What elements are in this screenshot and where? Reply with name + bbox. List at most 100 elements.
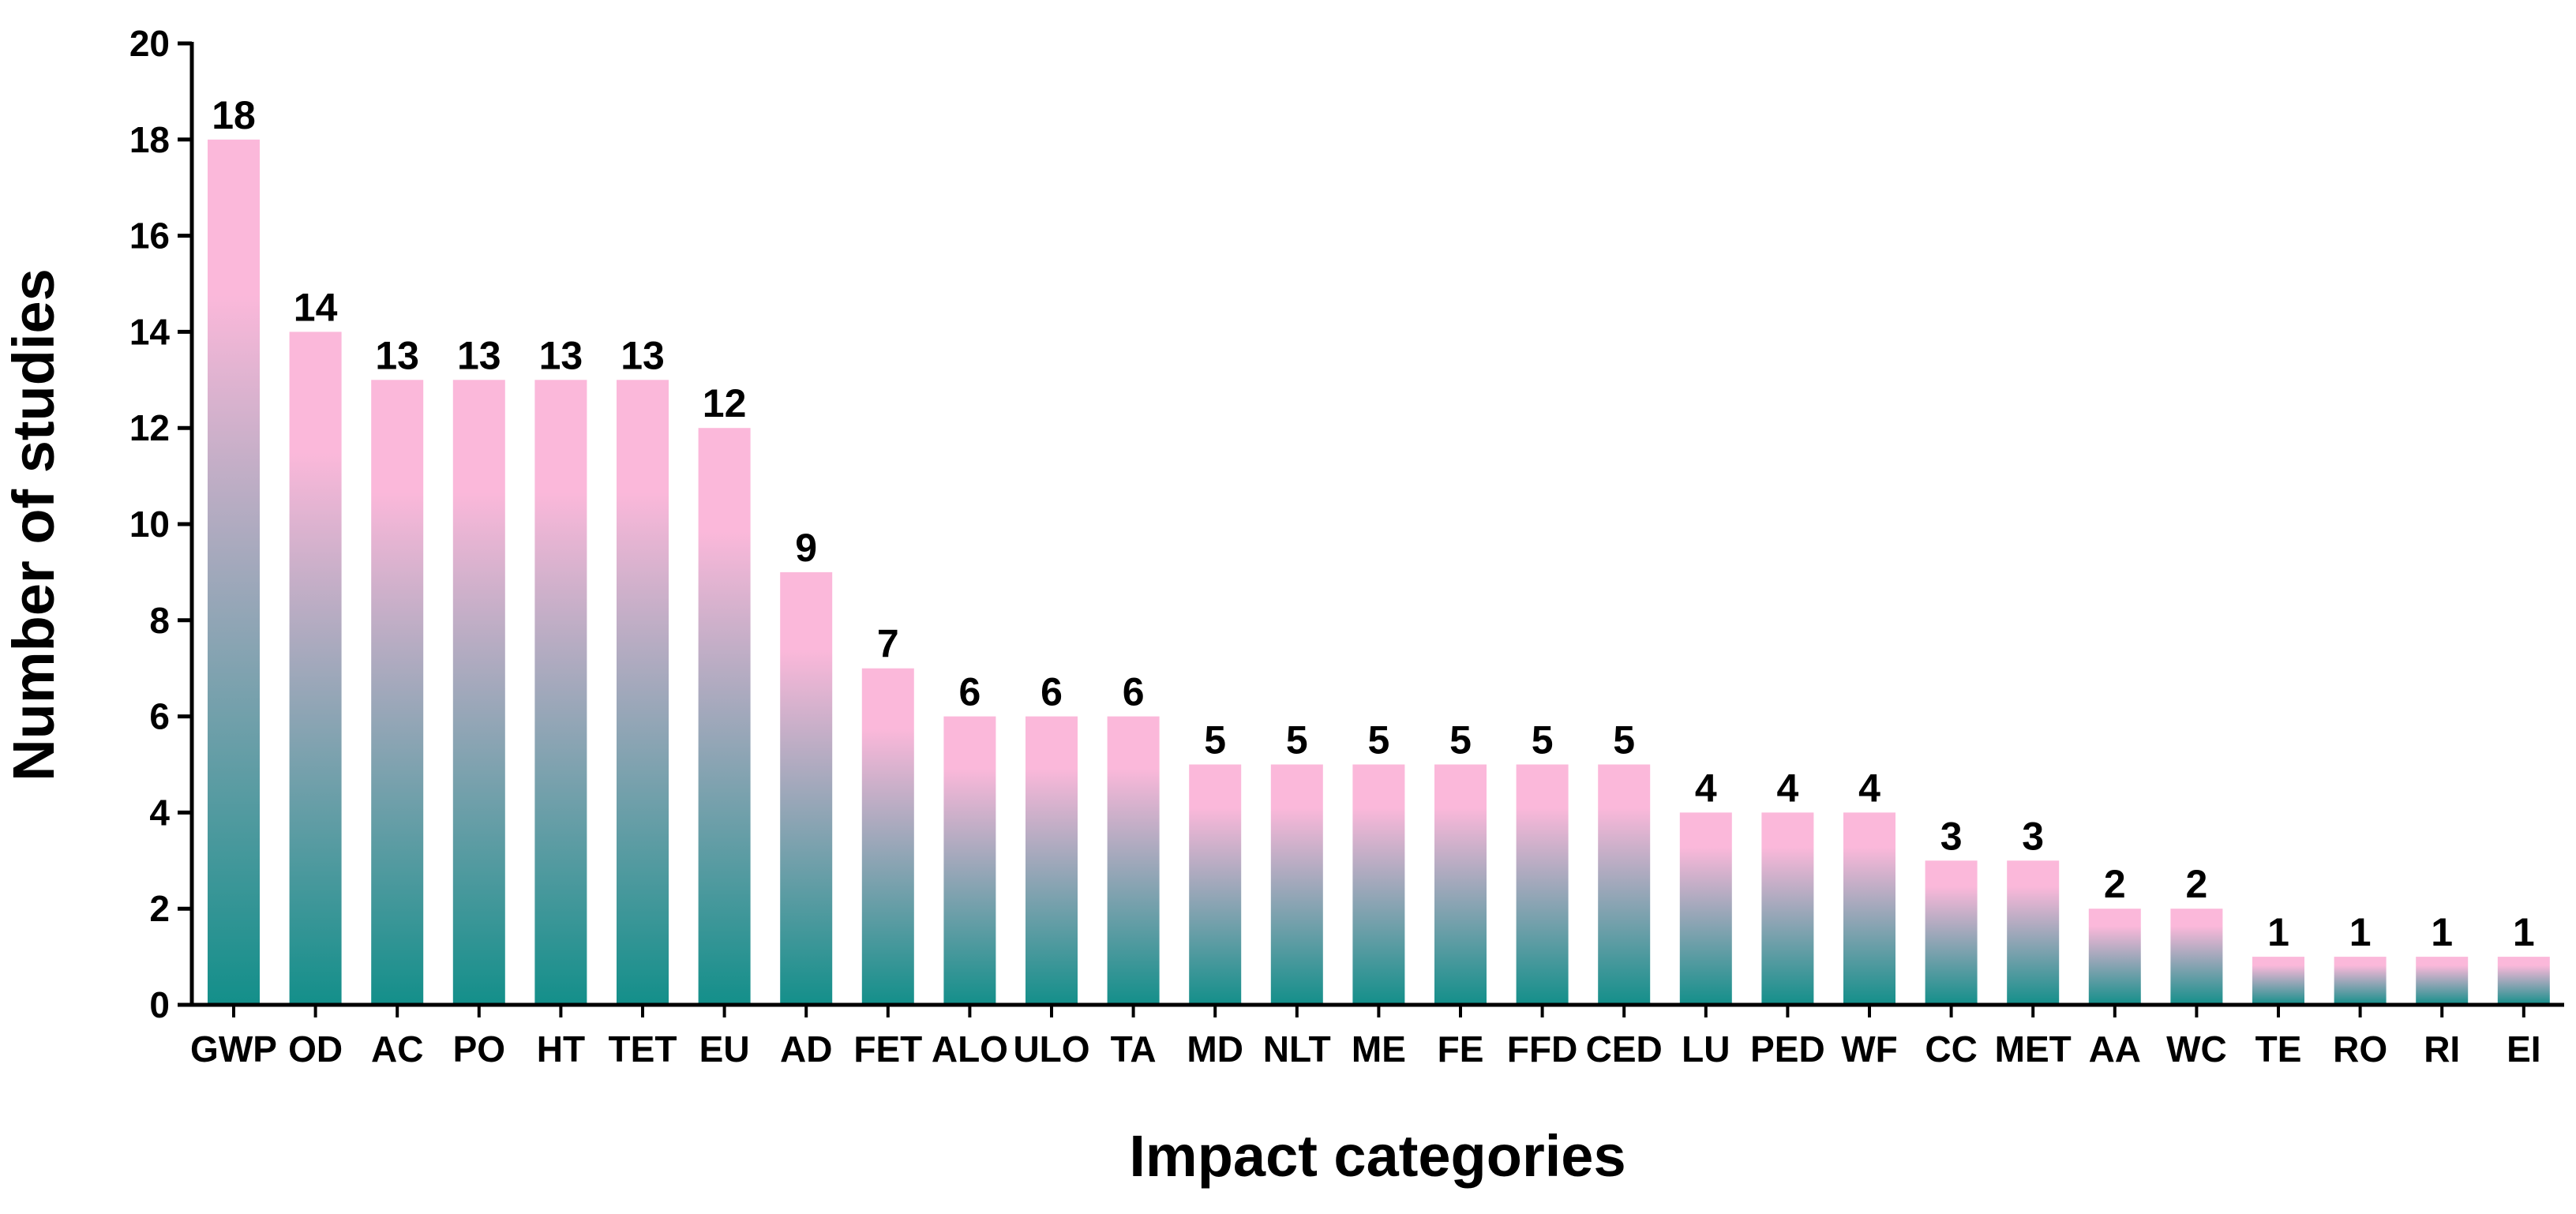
bars-layer: 18 14 13 13 13 13 12 9 7 6 6 6 5 5 5 5 5 5 4 4 4 3 3 2 2 1 1 1 1 [208,93,2550,1005]
x-tick-label-ad: AD [780,1029,832,1070]
data-label-ced: 5 [1613,718,1635,762]
y-tick-label-2: 2 [149,888,170,929]
bar-ei [2497,957,2550,1005]
bar-ced [1598,764,1651,1005]
y-tick-label-16: 16 [129,215,170,257]
x-axis-title: Impact categories [1129,1123,1625,1189]
data-label-me: 5 [1367,718,1389,762]
bar-gwp [208,139,260,1005]
bar-ri [2416,957,2469,1005]
bar-ped [1761,812,1814,1005]
data-label-po: 13 [457,333,501,377]
x-tick-label-ped: PED [1750,1029,1825,1070]
data-label-ulo: 6 [1041,670,1063,714]
data-label-od: 14 [294,285,338,329]
bar-wf [1843,812,1895,1005]
data-label-ta: 6 [1123,670,1145,714]
bar-tet [617,380,669,1005]
y-tick-label-4: 4 [149,792,170,833]
bar-cc [1925,860,1978,1005]
x-tick-label-ei: EI [2507,1029,2540,1070]
x-tick-label-ffd: FFD [1507,1029,1577,1070]
data-label-ffd: 5 [1532,718,1554,762]
x-tick-label-gwp: GWP [190,1029,277,1070]
x-tick-label-ulo: ULO [1013,1029,1089,1070]
x-tick-label-fet: FET [853,1029,922,1070]
data-label-gwp: 18 [212,93,256,137]
bar-md [1189,764,1242,1005]
y-axis-title: Number of studies [1,268,66,781]
data-label-ei: 1 [2513,910,2535,954]
data-label-wc: 2 [2185,862,2207,906]
data-label-wf: 4 [1858,766,1880,810]
bar-nlt [1270,764,1323,1005]
x-tick-label-alo: ALO [932,1029,1008,1070]
data-label-lu: 4 [1695,766,1717,810]
bar-met [2007,860,2060,1005]
x-tick-label-eu: EU [699,1029,750,1070]
x-tick-label-ac: AC [371,1029,423,1070]
y-tick-label-10: 10 [129,504,170,545]
y-tick-label-12: 12 [129,407,170,448]
x-tick-label-wc: WC [2166,1029,2227,1070]
bar-wc [2170,909,2223,1005]
data-label-fe: 5 [1449,718,1472,762]
data-label-ri: 1 [2431,910,2453,954]
data-label-md: 5 [1204,718,1226,762]
bar-fet [861,668,914,1005]
data-label-met: 3 [2022,814,2044,858]
x-tick-label-fe: FE [1438,1029,1484,1070]
data-label-cc: 3 [1940,814,1963,858]
x-tick-label-po: PO [453,1029,505,1070]
y-tick-label-20: 20 [129,23,170,64]
data-label-ac: 13 [375,333,419,377]
bar-od [289,332,342,1005]
data-label-aa: 2 [2104,862,2126,906]
x-tick-label-od: OD [288,1029,343,1070]
data-label-ped: 4 [1776,766,1798,810]
y-tick-label-8: 8 [149,600,170,641]
data-label-te: 1 [2267,910,2289,954]
x-tick-label-md: MD [1187,1029,1243,1070]
y-tick-label-14: 14 [129,311,171,352]
x-tick-label-ht: HT [537,1029,585,1070]
bar-ulo [1026,716,1078,1005]
data-label-ht: 13 [539,333,583,377]
data-label-fet: 7 [877,622,899,666]
bar-po [452,380,505,1005]
data-label-nlt: 5 [1286,718,1308,762]
data-label-tet: 13 [621,333,665,377]
x-tick-label-me: ME [1352,1029,1406,1070]
axes-layer: GWP OD AC PO HT TET EU AD FET ALO ULO TA MD NLT ME FE FF… [129,23,2564,1070]
x-tick-label-met: MET [1995,1029,2072,1070]
x-tick-label-ta: TA [1111,1029,1157,1070]
bar-ro [2334,957,2387,1005]
bar-lu [1679,812,1732,1005]
x-tick-label-lu: LU [1682,1029,1730,1070]
bar-ad [780,571,833,1005]
data-label-eu: 12 [703,381,747,425]
x-tick-label-ri: RI [2424,1029,2460,1070]
data-label-ro: 1 [2349,910,2372,954]
bar-fe [1434,764,1487,1005]
x-tick-label-te: TE [2255,1029,2302,1070]
bar-te [2252,957,2304,1005]
x-tick-label-wf: WF [1841,1029,1898,1070]
bar-ac [371,380,424,1005]
data-label-alo: 6 [958,670,981,714]
bar-ffd [1516,764,1569,1005]
x-tick-label-cc: CC [1925,1029,1977,1070]
x-tick-label-aa: AA [2089,1029,2141,1070]
bar-alo [943,716,996,1005]
x-tick-label-tet: TET [609,1029,677,1070]
x-tick-label-nlt: NLT [1263,1029,1331,1070]
bar-ta [1107,716,1160,1005]
y-tick-label-18: 18 [129,119,170,160]
data-label-ad: 9 [795,526,817,570]
bar-ht [534,380,587,1005]
x-tick-label-ced: CED [1586,1029,1663,1070]
y-tick-label-6: 6 [149,696,170,737]
bar-eu [698,428,751,1005]
